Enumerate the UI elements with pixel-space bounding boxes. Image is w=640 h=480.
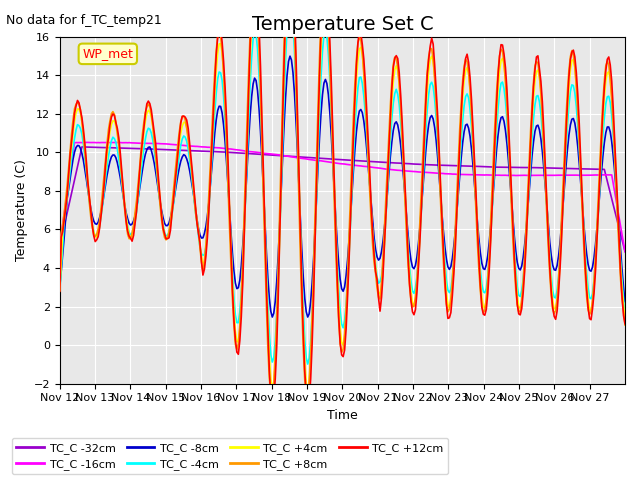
Legend: TC_C -32cm, TC_C -16cm, TC_C -8cm, TC_C -4cm, TC_C +4cm, TC_C +8cm, TC_C +12cm: TC_C -32cm, TC_C -16cm, TC_C -8cm, TC_C …: [12, 438, 448, 474]
X-axis label: Time: Time: [327, 409, 358, 422]
Y-axis label: Temperature (C): Temperature (C): [15, 159, 28, 261]
Text: No data for f_TC_temp21: No data for f_TC_temp21: [6, 14, 162, 27]
Text: WP_met: WP_met: [83, 48, 133, 60]
Title: Temperature Set C: Temperature Set C: [252, 15, 433, 34]
